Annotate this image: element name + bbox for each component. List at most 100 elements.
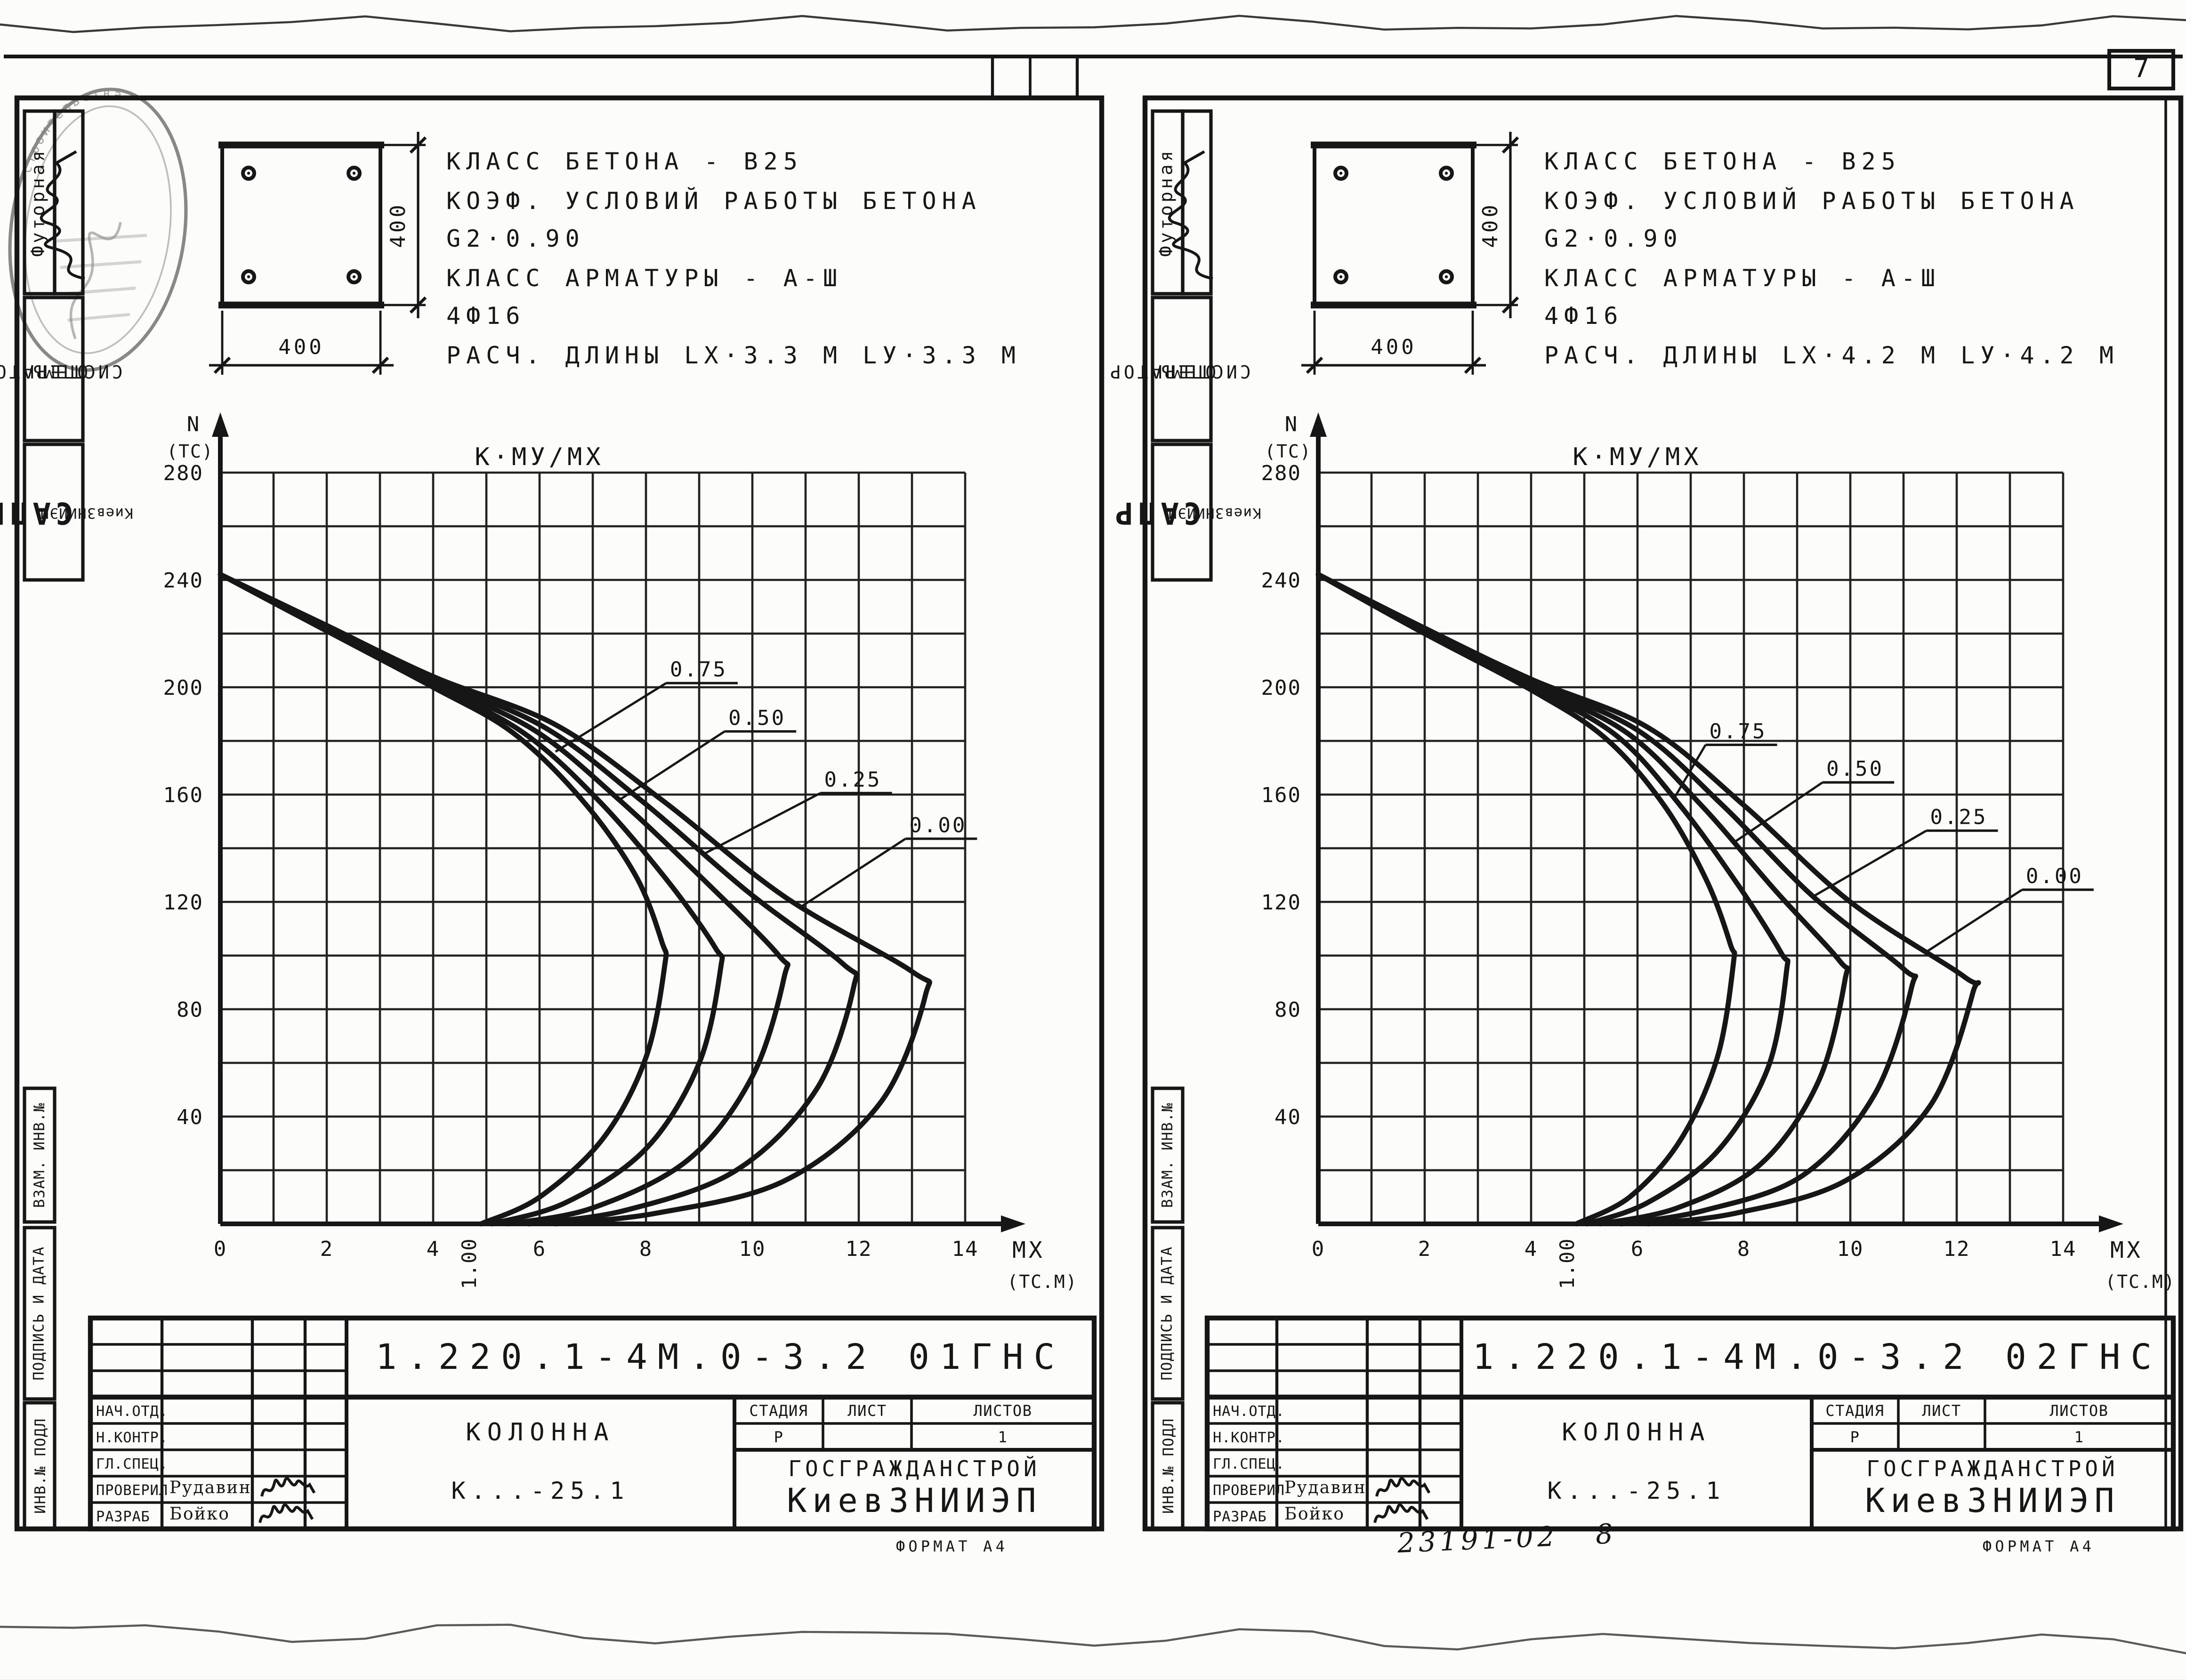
org-name-1: ГОСГРАЖДАНСТРОЙ: [1866, 1455, 2119, 1482]
spec-rebar-class: КЛАСС АРМАТУРЫ - А-Ш: [446, 263, 843, 291]
curve-k-0.75: [1315, 572, 1791, 1227]
svg-text:(ТС.М): (ТС.М): [2105, 1271, 2175, 1292]
curve-k-1.00: [218, 572, 669, 1227]
sheet-value: [823, 1425, 912, 1448]
stage-value: Р: [774, 1428, 784, 1445]
svg-text:120: 120: [1261, 891, 1301, 915]
page-number-value: 7: [2133, 55, 2149, 85]
leader-line: [619, 730, 726, 801]
sidebar-cell-vzam: ВЗАМ. ИНВ.№: [1159, 1102, 1177, 1208]
svg-text:4: 4: [1525, 1237, 1538, 1261]
rebar-icon: [1439, 166, 1454, 181]
signature-icon: [258, 1503, 314, 1523]
svg-text:N: N: [187, 412, 202, 436]
svg-text:400: 400: [1478, 202, 1502, 248]
spec-rebar-class: КЛАСС АРМАТУРЫ - А-Ш: [1544, 263, 1941, 291]
rebar-icon: [241, 269, 256, 284]
tb-role: ГЛ.СПЕЦ.: [1213, 1455, 1285, 1472]
sheet-col: ЛИСТ: [847, 1402, 887, 1419]
y-axis-arrow-icon: [1310, 412, 1327, 437]
org-name-2: КиевЗНИИЭП: [1865, 1484, 2120, 1521]
svg-text:280: 280: [163, 461, 203, 485]
sidebar-box: [23, 1401, 56, 1531]
curve-label-0.25: 0.25: [1930, 805, 1988, 829]
sheets-value: 1: [2074, 1428, 2084, 1445]
tb-name-proveril: Рудавин: [169, 1480, 252, 1499]
spec-concrete-class: КЛАСС БЕТОНА - В25: [1544, 147, 1901, 175]
svg-text:120: 120: [163, 891, 203, 915]
rebar-icon: [347, 269, 362, 284]
torn-edge-top: [0, 15, 2186, 33]
curve-k-0.00: [218, 572, 932, 1227]
tb-role: Н.КОНТР.: [96, 1429, 168, 1446]
svg-text:MX: MX: [2110, 1237, 2143, 1263]
sidebar-vzam-label: ВЗАМ. ИНВ.№: [31, 1102, 48, 1208]
stamp-signature-icon: [69, 222, 122, 339]
x-axis-arrow-icon: [2099, 1215, 2123, 1232]
sidebar-cell-podpis: ПОДПИСЬ И ДАТА: [1159, 1246, 1177, 1381]
svg-text:12: 12: [846, 1237, 872, 1261]
org-name-1: ГОСГРАЖДАНСТРОЙ: [788, 1455, 1041, 1482]
sidebar-futornaya-label: Футорная: [29, 148, 50, 257]
svg-text:10: 10: [739, 1237, 766, 1261]
svg-text:(TC): (TC): [167, 441, 214, 462]
tb-name-razrab: Бойко: [169, 1506, 230, 1525]
svg-text:4: 4: [427, 1237, 440, 1261]
svg-text:280: 280: [1261, 461, 1301, 485]
spec-coef-value: G2·0.90: [446, 224, 585, 252]
svg-text:8: 8: [1737, 1237, 1751, 1261]
signature-icon: [260, 1477, 316, 1497]
curve-label-0.25: 0.25: [824, 768, 882, 792]
rebar-icon: [241, 166, 256, 181]
tb-role: РАЗРАБ: [1213, 1508, 1267, 1525]
curve-label-0.00: 0.00: [909, 813, 967, 837]
svg-text:2: 2: [320, 1237, 334, 1261]
svg-text:400: 400: [386, 202, 410, 248]
column-cross-section: 400 400: [1301, 132, 1519, 375]
sidebar-cell-inv: ИНВ.№ ПОДЛ: [1159, 1418, 1177, 1514]
spec-rebar-count: 4Ф16: [1544, 301, 1624, 330]
curve-label-0.75: 0.75: [1710, 719, 1767, 743]
sidebar-cell-futornaya: Футорная: [24, 111, 55, 294]
spec-lengths: РАСЧ. ДЛИНЫ LX·3.3 М LУ·3.3 М: [446, 340, 1021, 368]
tb-role: ГЛ.СПЕЦ.: [96, 1455, 168, 1472]
sidebar-box: [23, 1226, 56, 1401]
interaction-chart: 0 2 4 6 8 10 12 14 40 80 120 160 200 240 280 N (TC) MX (ТС…: [1261, 412, 2175, 1292]
rebar-icon: [1333, 269, 1348, 284]
tb-role: НАЧ.ОТД.: [96, 1403, 168, 1420]
curve-k-0.00: [1315, 572, 1981, 1227]
sidebar-box: [1151, 1401, 1185, 1531]
column-cross-section: 400 400: [209, 132, 427, 375]
tb-name-proveril: Рудавин: [1284, 1480, 1367, 1499]
svg-text:40: 40: [1274, 1105, 1301, 1129]
svg-text:1.00: 1.00: [1556, 1238, 1579, 1289]
curve-label-0.75: 0.75: [670, 658, 727, 682]
svg-text:12: 12: [1944, 1237, 1970, 1261]
page-number-box: [2107, 49, 2175, 90]
curve-k-0.50: [1315, 572, 1851, 1227]
product-code: К...-25.1: [451, 1475, 630, 1503]
signature-icon: [1168, 150, 1213, 280]
rebar-icon: [1333, 166, 1348, 181]
rebar-icon: [1439, 269, 1454, 284]
leader-line: [555, 682, 667, 753]
curve-label-0.50: 0.50: [728, 706, 786, 730]
curve-k-0.25: [1315, 572, 1919, 1227]
curve-label-0.00: 0.00: [2026, 864, 2083, 888]
top-strip-cell: [991, 55, 1079, 100]
svg-text:0: 0: [1312, 1237, 1325, 1261]
leader-line: [799, 837, 906, 908]
sidebar-inv-label: ИНВ.№ ПОДЛ: [31, 1418, 48, 1514]
doc-number: 1.220.1-4М.0-3.2 02ГНС: [1472, 1338, 2162, 1377]
sidebar-box: [53, 109, 85, 296]
sidebar-box: [1151, 1226, 1185, 1401]
format-note: ФОРМАТ А4: [895, 1537, 1008, 1554]
spec-coef-title: КОЭФ. УСЛОВИЙ РАБОТЫ БЕТОНА: [446, 185, 982, 214]
svg-text:200: 200: [163, 676, 203, 700]
spec-coef-value: G2·0.90: [1544, 224, 1683, 252]
sidebar-cell-vzam: ВЗАМ. ИНВ.№: [24, 1088, 55, 1222]
svg-text:N: N: [1285, 412, 1299, 436]
svg-text:0: 0: [214, 1237, 227, 1261]
svg-text:К·МУ/МХ: К·МУ/МХ: [475, 443, 604, 471]
